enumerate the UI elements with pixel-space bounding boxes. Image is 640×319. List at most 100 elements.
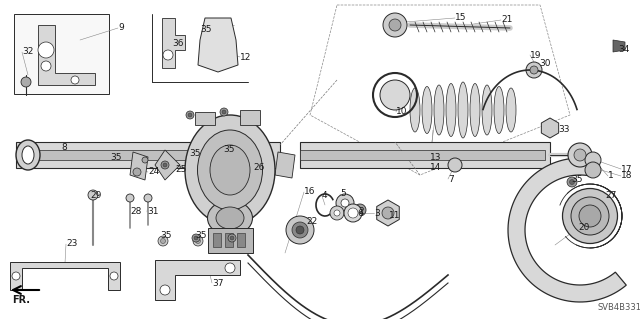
Polygon shape bbox=[198, 18, 238, 72]
Circle shape bbox=[228, 234, 236, 242]
Polygon shape bbox=[300, 150, 545, 160]
Circle shape bbox=[530, 66, 538, 74]
Text: 20: 20 bbox=[578, 224, 589, 233]
Ellipse shape bbox=[434, 85, 444, 135]
Text: 35: 35 bbox=[160, 232, 172, 241]
Polygon shape bbox=[240, 110, 260, 125]
Circle shape bbox=[330, 206, 344, 220]
Ellipse shape bbox=[22, 146, 34, 164]
Polygon shape bbox=[300, 142, 550, 168]
Ellipse shape bbox=[563, 189, 618, 243]
Circle shape bbox=[161, 239, 166, 243]
Text: 23: 23 bbox=[66, 240, 77, 249]
Text: 31: 31 bbox=[147, 207, 159, 217]
Text: 30: 30 bbox=[539, 58, 550, 68]
Polygon shape bbox=[130, 152, 148, 180]
Circle shape bbox=[195, 239, 200, 243]
Circle shape bbox=[230, 236, 234, 240]
Circle shape bbox=[334, 210, 340, 216]
Circle shape bbox=[292, 222, 308, 238]
Polygon shape bbox=[275, 152, 295, 178]
Circle shape bbox=[348, 208, 358, 218]
Polygon shape bbox=[613, 40, 625, 52]
Circle shape bbox=[585, 152, 601, 168]
Text: 11: 11 bbox=[389, 211, 401, 219]
Text: 10: 10 bbox=[396, 108, 408, 116]
Circle shape bbox=[12, 272, 20, 280]
Circle shape bbox=[188, 113, 192, 117]
Circle shape bbox=[570, 180, 575, 184]
Ellipse shape bbox=[494, 86, 504, 133]
Text: 16: 16 bbox=[304, 188, 316, 197]
Polygon shape bbox=[16, 150, 270, 160]
Circle shape bbox=[585, 162, 601, 178]
Circle shape bbox=[110, 272, 118, 280]
Text: 17: 17 bbox=[621, 165, 632, 174]
Text: 35: 35 bbox=[110, 153, 122, 162]
Circle shape bbox=[526, 62, 542, 78]
Polygon shape bbox=[38, 25, 95, 85]
Text: 25: 25 bbox=[175, 166, 186, 174]
Polygon shape bbox=[541, 118, 559, 138]
Text: 22: 22 bbox=[306, 218, 317, 226]
Ellipse shape bbox=[216, 207, 244, 229]
Circle shape bbox=[142, 157, 148, 163]
Circle shape bbox=[341, 199, 349, 207]
Ellipse shape bbox=[470, 84, 480, 137]
Text: 35: 35 bbox=[195, 232, 207, 241]
Text: 37: 37 bbox=[212, 278, 223, 287]
Circle shape bbox=[382, 207, 394, 219]
Circle shape bbox=[186, 111, 194, 119]
Bar bbox=[237, 233, 245, 247]
Circle shape bbox=[567, 177, 577, 187]
Text: 32: 32 bbox=[22, 48, 33, 56]
Ellipse shape bbox=[446, 84, 456, 137]
Circle shape bbox=[144, 194, 152, 202]
Polygon shape bbox=[508, 158, 627, 302]
Polygon shape bbox=[155, 260, 240, 300]
Ellipse shape bbox=[198, 130, 262, 210]
Text: FR.: FR. bbox=[12, 295, 30, 305]
Circle shape bbox=[220, 108, 228, 116]
Text: 35: 35 bbox=[223, 145, 234, 153]
Text: 15: 15 bbox=[455, 13, 467, 23]
Circle shape bbox=[286, 216, 314, 244]
Circle shape bbox=[354, 204, 366, 216]
Text: 19: 19 bbox=[530, 50, 541, 60]
Text: 7: 7 bbox=[448, 174, 454, 183]
Polygon shape bbox=[16, 142, 280, 168]
Circle shape bbox=[163, 163, 167, 167]
Circle shape bbox=[21, 77, 31, 87]
Circle shape bbox=[194, 236, 198, 240]
Circle shape bbox=[574, 149, 586, 161]
Text: 24: 24 bbox=[148, 167, 159, 176]
Ellipse shape bbox=[571, 197, 609, 235]
Polygon shape bbox=[195, 112, 215, 125]
Text: 9: 9 bbox=[118, 24, 124, 33]
Text: 14: 14 bbox=[430, 162, 442, 172]
Circle shape bbox=[344, 204, 362, 222]
Text: 26: 26 bbox=[253, 164, 264, 173]
Circle shape bbox=[41, 61, 51, 71]
Text: 3: 3 bbox=[374, 209, 380, 218]
Ellipse shape bbox=[579, 205, 601, 227]
Text: 34: 34 bbox=[618, 44, 629, 54]
Text: 27: 27 bbox=[605, 191, 616, 201]
Bar bbox=[213, 233, 221, 247]
Ellipse shape bbox=[16, 140, 40, 170]
Text: 35: 35 bbox=[200, 26, 211, 34]
Polygon shape bbox=[162, 18, 185, 68]
Circle shape bbox=[448, 158, 462, 172]
Text: 6: 6 bbox=[357, 210, 363, 219]
Circle shape bbox=[38, 42, 54, 58]
Circle shape bbox=[383, 13, 407, 37]
Text: 1: 1 bbox=[608, 172, 614, 181]
Circle shape bbox=[160, 285, 170, 295]
Text: 4: 4 bbox=[322, 191, 328, 201]
Circle shape bbox=[389, 19, 401, 31]
Ellipse shape bbox=[207, 201, 253, 235]
Ellipse shape bbox=[410, 88, 420, 132]
Text: 28: 28 bbox=[130, 207, 141, 217]
Circle shape bbox=[163, 50, 173, 60]
Ellipse shape bbox=[506, 88, 516, 132]
